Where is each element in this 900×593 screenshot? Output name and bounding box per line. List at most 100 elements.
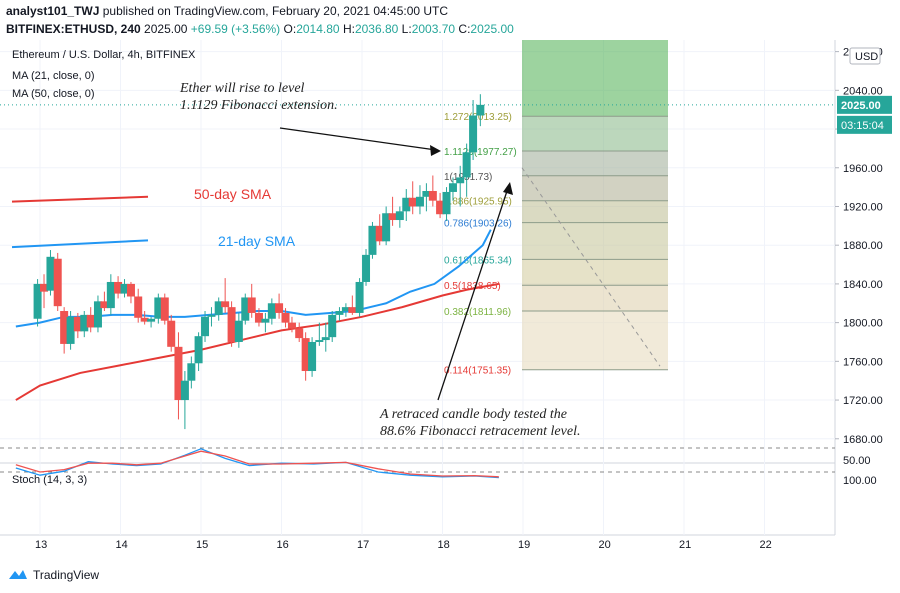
candle-body: [167, 320, 176, 347]
candle-body: [341, 307, 350, 312]
ohlc-high: 2036.80: [354, 22, 399, 36]
candle-body: [241, 297, 250, 321]
price-tick-label: 1880.00: [843, 240, 883, 252]
ohlc-low: 2003.70: [411, 22, 456, 36]
fib-level-label: 0.886(1925.95): [444, 197, 512, 208]
axes: 2080.002040.002000.001960.001920.001880.…: [0, 47, 892, 551]
candle-body: [160, 297, 169, 321]
footer: TradingView: [0, 560, 900, 593]
time-tick-label: 14: [116, 539, 128, 551]
price-change: +69.59 (+3.56%): [190, 22, 281, 36]
fib-level-label: 0.618(1865.34): [444, 255, 512, 266]
fib-trend-line: [521, 167, 661, 367]
candle-body: [46, 256, 55, 291]
sma21-legacy-line: [11, 239, 149, 249]
candle-body: [234, 320, 243, 342]
fib-target-zone: [522, 40, 668, 117]
candle-body: [382, 213, 391, 242]
fib-level-label: 1.272(2013.25): [444, 112, 512, 123]
candle-body: [281, 312, 290, 323]
countdown-badge: [837, 115, 892, 134]
retrace-note-line1: A retraced candle body tested the: [379, 407, 567, 422]
fib-band: [522, 151, 668, 176]
currency-selector[interactable]: [849, 47, 881, 65]
candle-body: [126, 283, 135, 297]
candle-body: [375, 225, 384, 242]
candle-body: [201, 316, 210, 337]
candle-body: [308, 341, 317, 372]
ohlc-close: 2025.00: [470, 22, 514, 36]
price-tick-label: 1760.00: [843, 356, 883, 368]
price-tick-label: 1920.00: [843, 201, 883, 213]
candle-body: [388, 213, 397, 221]
fib-band: [522, 200, 668, 223]
candle-body: [415, 196, 424, 207]
candle-body: [428, 190, 437, 201]
candle-body: [53, 258, 62, 307]
ohlc-open: 2014.80: [296, 22, 340, 36]
ohlc-low-label: L:: [401, 22, 412, 36]
candle-body: [368, 225, 377, 255]
price-tick-label: 1800.00: [843, 318, 883, 330]
candle-body: [73, 316, 82, 332]
candle-body: [456, 177, 465, 184]
fib-band: [522, 285, 668, 312]
last-price-badge: [837, 95, 892, 114]
rise-arrow-head: [430, 145, 441, 156]
stochastic-pane: [0, 447, 835, 479]
candle-body: [462, 152, 471, 178]
candle-body: [93, 301, 102, 328]
fib-band: [522, 116, 668, 152]
candle-body: [261, 318, 270, 323]
fibonacci-tool[interactable]: 1.272(2013.25)1.1129(1977.27)1(1951.73)0…: [444, 40, 668, 377]
fib-level-label: 0.114(1751.35): [444, 366, 511, 377]
price-tick-label: 1840.00: [843, 279, 883, 291]
ohlc-close-label: C:: [458, 22, 471, 36]
ma50-line: [15, 282, 500, 401]
candle-body: [335, 311, 344, 315]
stoch-legend[interactable]: Stoch (14, 3, 3): [12, 474, 87, 486]
price-tick-label: 1720.00: [843, 395, 883, 407]
candle-body: [80, 314, 89, 332]
candle-body: [207, 314, 216, 317]
candle-body: [120, 283, 129, 294]
tradingview-logo-icon: [9, 570, 27, 579]
candle-body: [214, 301, 223, 315]
time-tick-label: 16: [277, 539, 289, 551]
candle-body: [402, 197, 411, 212]
candle-body: [100, 301, 109, 309]
stoch-k-line: [15, 448, 499, 479]
last-price: 2025.00: [144, 22, 188, 36]
candle-body: [180, 380, 189, 401]
candle-body: [301, 338, 310, 372]
sma50-label: 50-day SMA: [194, 186, 272, 202]
time-tick-label: 17: [357, 539, 369, 551]
time-tick-label: 18: [438, 539, 450, 551]
time-tick-label: 22: [760, 539, 772, 551]
candle-body: [476, 104, 485, 116]
candles: [33, 94, 485, 430]
candle-body: [436, 200, 445, 215]
price-chart[interactable]: 1.272(2013.25)1.1129(1977.27)1(1951.73)0…: [0, 40, 900, 560]
retrace-arrow: [437, 187, 509, 401]
stoch-tick-label: 100.00: [843, 475, 877, 487]
countdown-label: 03:15:04: [841, 120, 884, 132]
candle-body: [86, 314, 95, 328]
candle-body: [221, 301, 230, 308]
price-tick-label: 1960.00: [843, 163, 883, 175]
candle-body: [422, 190, 431, 197]
fib-band: [522, 175, 668, 201]
candle-body: [287, 322, 296, 329]
time-tick-label: 13: [35, 539, 47, 551]
candle-body: [227, 307, 236, 342]
candle-body: [40, 283, 49, 292]
ma21-legend[interactable]: MA (21, close, 0): [12, 70, 95, 82]
ma50-legend[interactable]: MA (50, close, 0): [12, 88, 95, 100]
candle-body: [275, 303, 284, 313]
candle-body: [362, 254, 371, 282]
fib-level-label: 0.5(1838.65): [444, 281, 501, 292]
candle-body: [395, 211, 404, 221]
publisher-name[interactable]: analyst101_TWJ: [6, 4, 100, 18]
candle-body: [321, 337, 330, 341]
tradingview-logo[interactable]: TradingView: [8, 568, 99, 582]
